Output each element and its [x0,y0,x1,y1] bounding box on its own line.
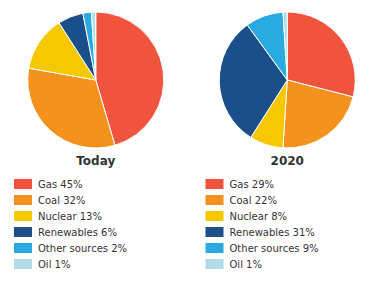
legend: Gas 29% Coal 22% Nuclear 8% Renewables 31% O… [206,179,319,270]
legend-swatch [14,179,32,189]
pie-slice [28,68,115,148]
pie-slice [91,12,95,80]
legend-swatch [206,243,224,253]
pie-slice [83,12,96,80]
legend-swatch [206,259,224,269]
legend-swatch [206,227,224,237]
legend-label: Nuclear 13% [38,211,102,222]
chart-title: Today [76,154,115,168]
legend-label: Nuclear 8% [230,211,288,222]
legend-swatch [206,179,224,189]
legend-label: Renewables 31% [230,227,315,238]
legend-label: Gas 29% [230,179,275,190]
legend-swatch [14,195,32,205]
legend-label: Oil 1% [230,259,262,270]
legend-label: Other sources 2% [38,243,127,254]
legend-swatch [206,211,224,221]
legend-label: Oil 1% [38,259,70,270]
pie-slice [247,12,287,80]
legend: Gas 45% Coal 32% Nuclear 13% Renewables 6% O… [14,179,127,270]
slices [219,12,355,148]
chart: Today Gas 45% Coal 32% Nuclear 13% Renewable… [0,0,383,293]
legend-swatch [14,227,32,237]
slices [28,12,164,148]
legend-label: Gas 45% [38,179,83,190]
pie-slice [283,12,287,80]
pie-chart: 2020 Gas 29% Coal 22% Nuclear 8% Renewables … [206,12,356,270]
pie-slice [283,80,353,148]
legend-label: Other sources 9% [230,243,319,254]
legend-label: Coal 22% [230,195,277,206]
legend-swatch [14,243,32,253]
legend-swatch [206,195,224,205]
legend-swatch [14,259,32,269]
chart-title: 2020 [271,154,304,168]
legend-swatch [14,211,32,221]
pie-chart: Today Gas 45% Coal 32% Nuclear 13% Renewable… [14,12,164,270]
legend-label: Coal 32% [38,195,85,206]
legend-label: Renewables 6% [38,227,117,238]
